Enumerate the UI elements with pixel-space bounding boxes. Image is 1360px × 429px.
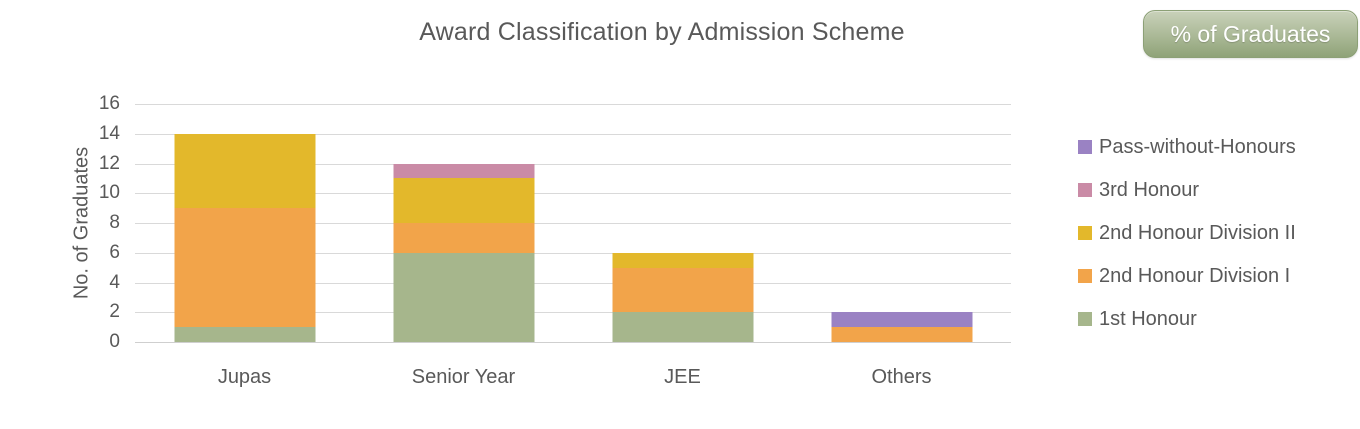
bar-segment: [612, 252, 753, 268]
stacked-bar-senior-year: [393, 104, 534, 342]
y-tick-label: 4: [109, 271, 120, 293]
y-tick-label: 16: [98, 93, 120, 114]
legend-swatch: [1078, 140, 1092, 154]
chart-title: Award Classification by Admission Scheme: [419, 18, 905, 46]
x-axis-label: JEE: [664, 366, 701, 388]
legend-label: 3rd Honour: [1099, 178, 1200, 201]
y-tick-label: 2: [109, 301, 120, 323]
x-labels-row: Jupas Senior Year JEE Others: [135, 366, 1011, 389]
legend-label: 2nd Honour Division II: [1099, 221, 1296, 244]
bar-segment: [831, 327, 972, 342]
bars-row: [135, 104, 1011, 342]
stacked-bar-others: [831, 104, 972, 342]
bar-segment: [612, 312, 753, 342]
x-axis-label: Senior Year: [411, 366, 516, 388]
gridline: [135, 193, 1011, 195]
legend-item: Pass-without-Honours: [1078, 134, 1296, 160]
gridline: [135, 282, 1011, 284]
bar-segment: [831, 312, 972, 328]
bar-segment: [393, 178, 534, 223]
legend-label: Pass-without-Honours: [1099, 135, 1296, 158]
x-axis-label: Jupas: [217, 366, 272, 388]
bar-segment: [174, 133, 315, 209]
bar-segment: [174, 327, 315, 342]
bar-segment: [393, 252, 534, 342]
category-slot: [573, 104, 792, 342]
stacked-bar-jupas: [174, 104, 315, 342]
y-tick-label: 10: [98, 182, 120, 204]
y-tick-label: 14: [98, 122, 120, 144]
bar-segment: [174, 208, 315, 328]
gridline: [135, 104, 1011, 105]
gridline: [135, 163, 1011, 165]
y-tick-label: 0: [109, 331, 120, 352]
y-tick-label: 8: [109, 212, 120, 233]
category-slot: [135, 104, 354, 342]
legend-item: 1st Honour: [1078, 306, 1296, 332]
bar-segment: [393, 223, 534, 253]
category-slot: [354, 104, 573, 342]
legend-swatch: [1078, 269, 1092, 283]
percent-of-graduates-button[interactable]: % of Graduates: [1143, 10, 1358, 58]
gridline: [135, 223, 1011, 224]
gridline: [135, 133, 1011, 135]
category-slot: [792, 104, 1011, 342]
legend-swatch: [1078, 226, 1092, 240]
legend: Pass-without-Honours 3rd Honour 2nd Honour…: [1078, 134, 1296, 349]
stacked-bar-jee: [612, 104, 753, 342]
bar-segment: [612, 267, 753, 313]
y-tick-label: 12: [98, 152, 120, 174]
legend-label: 1st Honour: [1099, 307, 1197, 330]
gridline: [135, 252, 1011, 254]
gridline: [135, 312, 1011, 314]
legend-swatch: [1078, 183, 1092, 197]
bar-segment: [393, 163, 534, 179]
legend-item: 2nd Honour Division I: [1078, 263, 1296, 289]
plot-area: 0 2 4 6 8 10 12 14 16: [99, 93, 1011, 352]
y-tick-label: 6: [109, 241, 120, 263]
legend-swatch: [1078, 312, 1092, 326]
x-axis-label: Others: [871, 366, 932, 388]
legend-item: 3rd Honour: [1078, 177, 1296, 203]
legend-item: 2nd Honour Division II: [1078, 220, 1296, 246]
x-axis-line: [135, 342, 1011, 343]
legend-label: 2nd Honour Division I: [1099, 264, 1291, 287]
